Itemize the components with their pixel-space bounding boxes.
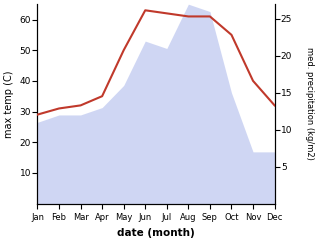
- X-axis label: date (month): date (month): [117, 228, 195, 238]
- Y-axis label: max temp (C): max temp (C): [4, 70, 14, 138]
- Y-axis label: med. precipitation (kg/m2): med. precipitation (kg/m2): [305, 47, 314, 160]
